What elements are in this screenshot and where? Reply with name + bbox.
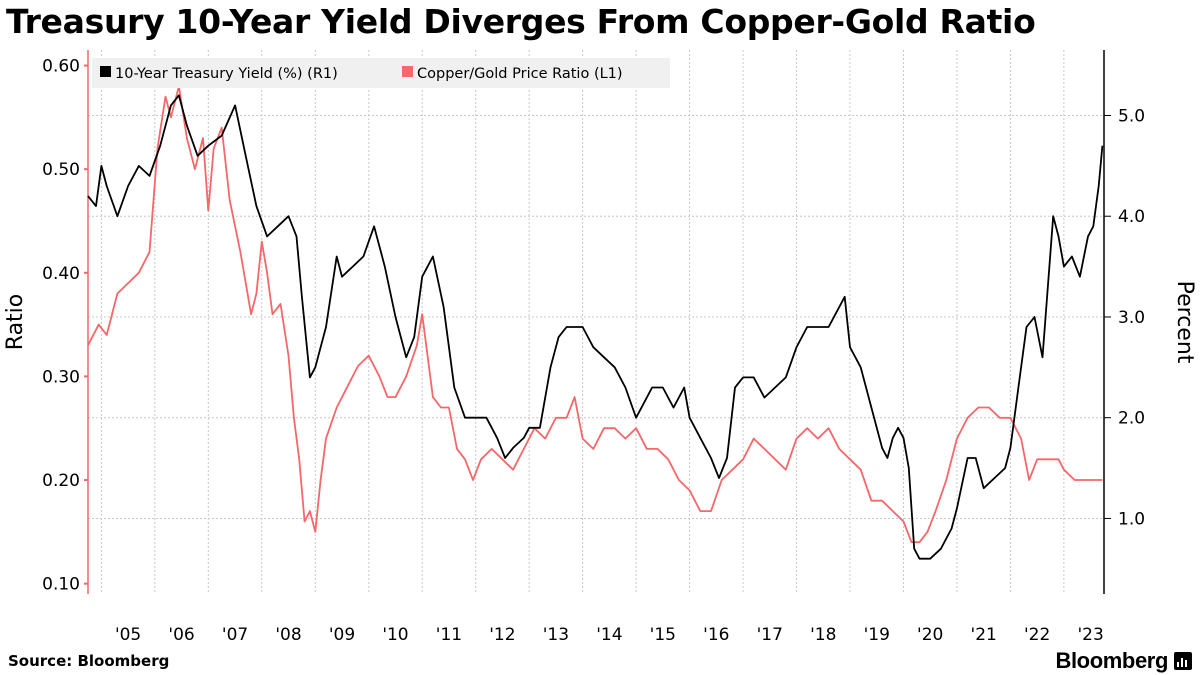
legend-entry-copper-gold-ratio-swatch <box>402 66 413 77</box>
legend: 10-Year Treasury Yield (%) (R1) Copper/Go… <box>92 58 670 88</box>
x-tick-label: '08 <box>275 625 301 645</box>
x-tick-label: '12 <box>489 625 515 645</box>
brand-logo: Bloomberg <box>1055 648 1168 673</box>
x-tick-label: '10 <box>382 625 408 645</box>
right-tick-label: 5.0 <box>1118 106 1145 126</box>
x-tick-label: '05 <box>115 625 141 645</box>
x-tick-label: '11 <box>436 625 462 645</box>
x-tick-label: '21 <box>971 625 997 645</box>
x-tick-label: '17 <box>757 625 783 645</box>
x-tick-label: '14 <box>596 625 622 645</box>
x-tick-label: '07 <box>222 625 248 645</box>
grid-lines <box>88 50 1104 594</box>
tick-labels: '05 '06 '07 '08 '09 '10 '11 '12 '13 '14 '15 '16 '17 '… <box>3 57 1197 645</box>
legend-background <box>92 58 670 88</box>
series-lines <box>87 85 1104 560</box>
x-tick-label: '18 <box>810 625 836 645</box>
source-note: Source: Bloomberg <box>8 652 170 670</box>
chart-title: Treasury 10-Year Yield Diverges From Cop… <box>6 2 1036 41</box>
right-tick-label: 1.0 <box>1118 509 1145 529</box>
x-tick-label: '19 <box>864 625 890 645</box>
legend-entry-copper-gold-ratio-label: Copper/Gold Price Ratio (L1) <box>417 66 623 82</box>
legend-entry-treasury-yield-label: 10-Year Treasury Yield (%) (R1) <box>115 66 338 82</box>
left-tick-label: 0.10 <box>42 575 80 595</box>
x-tick-label: '13 <box>543 625 569 645</box>
right-tick-label: 4.0 <box>1118 207 1145 227</box>
x-tick-label: '15 <box>650 625 676 645</box>
x-tick-label: '09 <box>329 625 355 645</box>
left-tick-label: 0.50 <box>42 160 80 180</box>
series-line-copper-gold-ratio <box>87 85 1103 544</box>
left-tick-label: 0.40 <box>42 264 80 284</box>
bar-chart-icon <box>1174 652 1192 670</box>
right-axis-title: Percent <box>1172 281 1197 364</box>
x-tick-label: '22 <box>1024 625 1050 645</box>
right-tick-label: 2.0 <box>1118 409 1145 429</box>
x-tick-label: '20 <box>917 625 943 645</box>
x-tick-label: '23 <box>1077 625 1103 645</box>
left-tick-label: 0.30 <box>42 367 80 387</box>
x-tick-label: '16 <box>703 625 729 645</box>
left-tick-label: 0.60 <box>42 57 80 77</box>
axes <box>84 50 1111 594</box>
left-axis-title: Ratio <box>3 294 28 350</box>
left-tick-label: 0.20 <box>42 471 80 491</box>
series-line-treasury-yield <box>87 94 1104 560</box>
right-tick-label: 3.0 <box>1118 308 1145 328</box>
x-tick-label: '06 <box>168 625 194 645</box>
legend-entry-treasury-yield-swatch <box>100 66 111 77</box>
